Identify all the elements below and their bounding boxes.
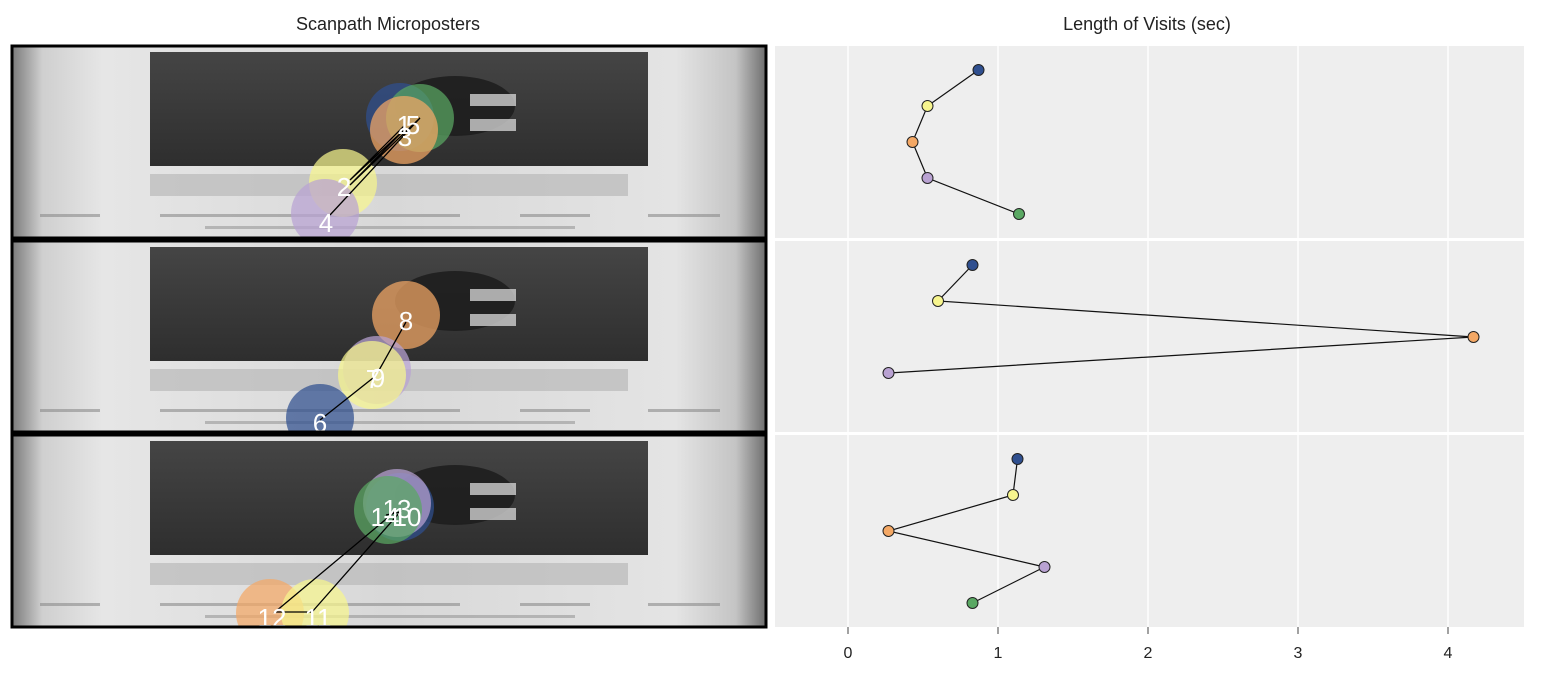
left-title: Scanpath Microposters bbox=[296, 14, 480, 34]
text-line bbox=[40, 214, 100, 217]
fixation-label: 2 bbox=[337, 172, 351, 202]
x-tick-label: 0 bbox=[844, 645, 853, 662]
fixation-label: 10 bbox=[393, 502, 422, 532]
duration-line bbox=[888, 264, 1474, 374]
fixation-circle bbox=[291, 179, 359, 238]
duration-point bbox=[1011, 453, 1024, 465]
microposter-1: 153 24 bbox=[10, 44, 768, 240]
text-line bbox=[520, 214, 590, 217]
silhouette-highlight bbox=[470, 289, 516, 301]
duration-point bbox=[972, 64, 985, 76]
duration-point bbox=[906, 136, 919, 148]
fixation-label: 1 bbox=[397, 110, 411, 140]
duration-point bbox=[932, 295, 944, 307]
fixation-label: 13 bbox=[383, 494, 412, 524]
duration-point bbox=[1038, 561, 1051, 573]
text-line bbox=[648, 603, 720, 606]
silhouette-highlight bbox=[470, 508, 516, 520]
silhouette-highlight bbox=[470, 314, 516, 326]
lower-band bbox=[150, 174, 628, 196]
duration-plot bbox=[775, 46, 1524, 627]
fixation-label: 4 bbox=[319, 208, 333, 238]
fixation-circle bbox=[286, 384, 354, 432]
fixation-label: 9 bbox=[371, 363, 385, 393]
text-line bbox=[40, 603, 100, 606]
poster-border bbox=[10, 44, 768, 240]
fixation-circle bbox=[372, 281, 440, 349]
panel-background bbox=[775, 46, 1524, 238]
duration-point bbox=[1013, 208, 1025, 220]
duration-panel-3 bbox=[775, 435, 1524, 627]
fixation-label: 12 bbox=[258, 603, 287, 633]
duration-point bbox=[1467, 331, 1480, 343]
x-tick-label: 2 bbox=[1144, 645, 1153, 662]
fixation-label: 7 bbox=[366, 364, 380, 394]
poster-border bbox=[10, 433, 768, 629]
scanpath-line bbox=[319, 321, 407, 421]
x-axis: 0 1 2 3 4 bbox=[844, 627, 1453, 662]
fixation-circle bbox=[354, 476, 422, 544]
fixations: 153 24 bbox=[291, 83, 454, 238]
poster-border bbox=[10, 239, 768, 434]
duration-point bbox=[966, 597, 979, 609]
x-tick-label: 3 bbox=[1294, 645, 1303, 662]
x-tick-label: 4 bbox=[1444, 645, 1453, 662]
fixation-circle bbox=[281, 579, 349, 627]
text-line bbox=[520, 603, 590, 606]
panel-background bbox=[775, 241, 1524, 432]
panel-background bbox=[775, 435, 1524, 627]
duration-point bbox=[1007, 489, 1019, 501]
fixation-label: 11 bbox=[305, 603, 332, 633]
text-line bbox=[648, 409, 720, 412]
scanpath-line bbox=[329, 117, 421, 216]
duration-panel-2 bbox=[775, 241, 1524, 432]
fixation-label: 8 bbox=[399, 306, 413, 336]
duration-point bbox=[882, 367, 895, 379]
duration-point bbox=[921, 172, 934, 184]
silhouette-highlight bbox=[470, 94, 516, 106]
microposter-2: 897 6 bbox=[10, 239, 768, 438]
text-line bbox=[648, 214, 720, 217]
duration-point bbox=[882, 525, 895, 537]
right-title: Length of Visits (sec) bbox=[1063, 14, 1231, 34]
silhouette-highlight bbox=[470, 119, 516, 131]
text-line bbox=[205, 421, 575, 424]
text-line bbox=[205, 226, 575, 229]
lower-band bbox=[150, 563, 628, 585]
text-line bbox=[205, 615, 575, 618]
fixation-label: 3 bbox=[398, 122, 412, 152]
fixation-label: 14 bbox=[371, 502, 400, 532]
text-line bbox=[520, 409, 590, 412]
scanpath-line bbox=[273, 509, 402, 613]
duration-point bbox=[966, 259, 979, 271]
text-line bbox=[40, 409, 100, 412]
duration-point bbox=[921, 100, 934, 112]
fixation-label: 6 bbox=[313, 408, 327, 438]
duration-panel-1 bbox=[775, 46, 1524, 238]
x-tick-label: 1 bbox=[994, 645, 1003, 662]
fixation-label: 5 bbox=[406, 110, 420, 140]
silhouette-highlight bbox=[470, 483, 516, 495]
fixations: 897 6 bbox=[286, 281, 440, 438]
